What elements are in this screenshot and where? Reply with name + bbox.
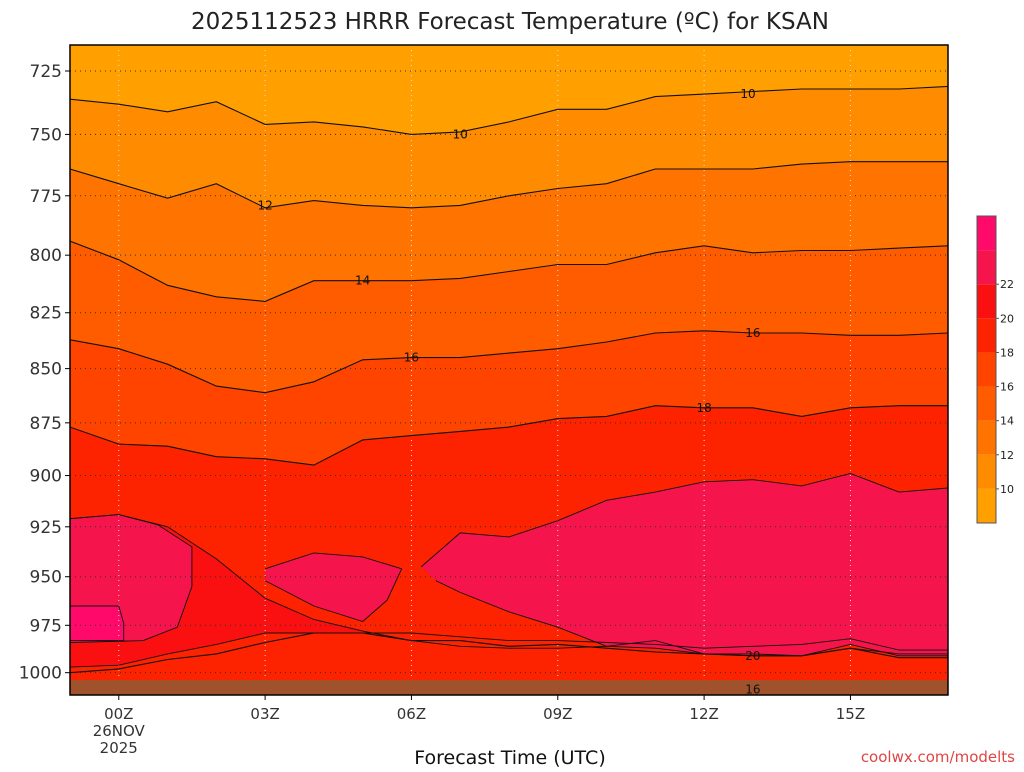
colorbar-label: 16 bbox=[1000, 381, 1014, 394]
x-axis-label: Forecast Time (UTC) bbox=[414, 747, 605, 768]
colorbar-segment bbox=[977, 216, 996, 251]
y-tick-label: 875 bbox=[30, 414, 62, 434]
fill-region-24 bbox=[70, 606, 124, 641]
colorbar-segment bbox=[977, 318, 996, 353]
contour-outline-22 bbox=[264, 552, 403, 623]
x-tick-label: 03Z bbox=[250, 705, 279, 723]
plot-frame bbox=[69, 44, 949, 696]
y-tick-label: 825 bbox=[30, 304, 62, 324]
contour-label: 20 bbox=[745, 649, 760, 663]
colorbar-label: 18 bbox=[1000, 346, 1014, 359]
y-tick-label: 1000 bbox=[19, 664, 62, 684]
contour-line-12 bbox=[70, 161, 948, 209]
colorbar: 10 12 14 16 18 20 22 bbox=[976, 215, 1014, 524]
colorbar-segment bbox=[977, 454, 996, 489]
contour-line-16 bbox=[70, 330, 948, 394]
terrain-bar bbox=[70, 680, 948, 695]
colorbar-segment bbox=[977, 352, 996, 387]
plot-area bbox=[70, 45, 948, 695]
contour-label: 16 bbox=[745, 326, 760, 340]
x-tick-label: 12Z bbox=[689, 705, 718, 723]
colorbar-frame bbox=[976, 215, 997, 524]
colorbar-segment bbox=[977, 488, 996, 523]
contour-label: 12 bbox=[257, 198, 272, 212]
colorbar-label: 10 bbox=[1000, 483, 1014, 496]
colorbar-label: 20 bbox=[1000, 312, 1014, 325]
colorbar-segment bbox=[977, 386, 996, 421]
x-tick-label: 00Z bbox=[104, 705, 133, 723]
contour-line-10 bbox=[70, 85, 948, 135]
contour-outline-18 bbox=[70, 632, 948, 695]
y-tick-label: 900 bbox=[30, 467, 62, 487]
x-tick-label: 15Z bbox=[836, 705, 865, 723]
y-tick-label: 725 bbox=[30, 62, 62, 82]
colorbar-segment bbox=[977, 420, 996, 455]
colorbar-segment bbox=[977, 250, 996, 285]
y-tick-label: 750 bbox=[30, 125, 62, 145]
contour-lines bbox=[70, 85, 948, 695]
contour-outline-22 bbox=[70, 514, 193, 643]
contour-labels: 10 10 12 14 16 16 18 20 16 bbox=[257, 87, 760, 696]
contour-outline-24 bbox=[70, 605, 125, 642]
x-tick-label: 06Z bbox=[397, 705, 426, 723]
contour-label: 14 bbox=[355, 274, 370, 288]
x-tick-label: 2025 bbox=[100, 739, 138, 757]
fill-region-22 bbox=[421, 473, 948, 656]
colorbar-label: 14 bbox=[1000, 415, 1014, 428]
y-axis: 725 750 775 800 825 850 875 900 925 950 975 1000 bbox=[19, 62, 70, 684]
colorbar-segment bbox=[977, 284, 996, 319]
temperature-fill bbox=[70, 45, 948, 695]
contour-label: 10 bbox=[453, 127, 468, 141]
grid-lines bbox=[70, 45, 948, 695]
colorbar-label: 12 bbox=[1000, 449, 1014, 462]
contour-label: 10 bbox=[740, 87, 755, 101]
contour-label: 16 bbox=[404, 351, 419, 365]
y-tick-label: 975 bbox=[30, 616, 62, 636]
x-tick-label: 26NOV bbox=[93, 722, 146, 740]
contour-label: 18 bbox=[696, 401, 711, 415]
chart-title: 2025112523 HRRR Forecast Temperature (ºC… bbox=[191, 9, 829, 35]
fill-region-22 bbox=[265, 552, 402, 622]
contour-label: 16 bbox=[745, 682, 760, 696]
contour-line-14 bbox=[70, 240, 948, 302]
y-tick-label: 950 bbox=[30, 568, 62, 588]
contour-line-18 bbox=[70, 405, 948, 466]
y-tick-label: 850 bbox=[30, 360, 62, 380]
colorbar-label: 22 bbox=[1000, 278, 1014, 291]
y-tick-label: 925 bbox=[30, 518, 62, 538]
y-tick-label: 800 bbox=[30, 246, 62, 266]
credit-text: coolwx.com/modelts bbox=[861, 748, 1015, 766]
contour-outline-22 bbox=[420, 473, 948, 657]
y-tick-label: 775 bbox=[30, 187, 62, 207]
x-tick-label: 09Z bbox=[543, 705, 572, 723]
